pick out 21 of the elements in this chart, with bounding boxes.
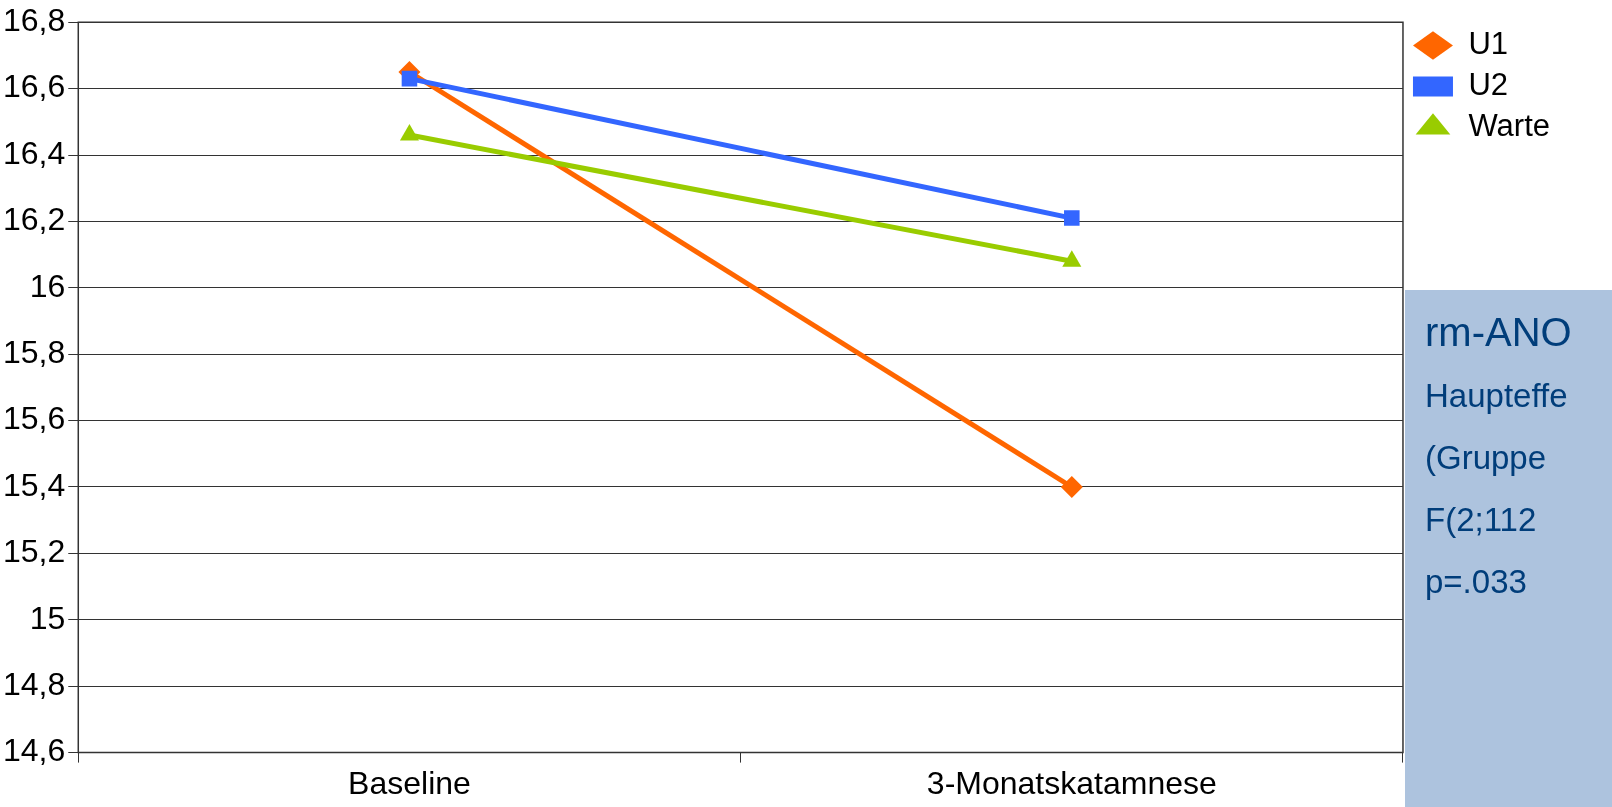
y-tick-label: 16: [29, 267, 66, 304]
y-tick-label: 15: [29, 599, 66, 636]
point: [1060, 476, 1083, 498]
y-tick-label: 14,6: [3, 732, 66, 769]
legend-label: U2: [1468, 67, 1509, 103]
y-tick-label: 14,8: [3, 666, 66, 703]
legend-label: U1: [1468, 26, 1509, 62]
text-panel: rm-ANO Haupteffe (Gruppe F(2;112 p=.033: [1405, 290, 1612, 807]
y-tick-label: 15,4: [3, 466, 66, 503]
y-tick-label: 15,8: [3, 334, 66, 371]
y-tick-label: 16,4: [3, 134, 66, 171]
y-tick-label: 15,2: [3, 533, 66, 570]
x-tick-label: Baseline: [348, 764, 471, 801]
y-tick-label: 16,8: [3, 2, 66, 39]
point: [1064, 210, 1080, 226]
y-tick-label: 15,6: [3, 400, 66, 437]
x-tick-label: 3-Monatskatamnese: [926, 764, 1217, 801]
y-tick-label: 16,6: [3, 68, 66, 105]
legend-label: Warte: [1468, 108, 1550, 144]
y-tick-label: 16,2: [3, 201, 66, 238]
point: [401, 70, 418, 87]
